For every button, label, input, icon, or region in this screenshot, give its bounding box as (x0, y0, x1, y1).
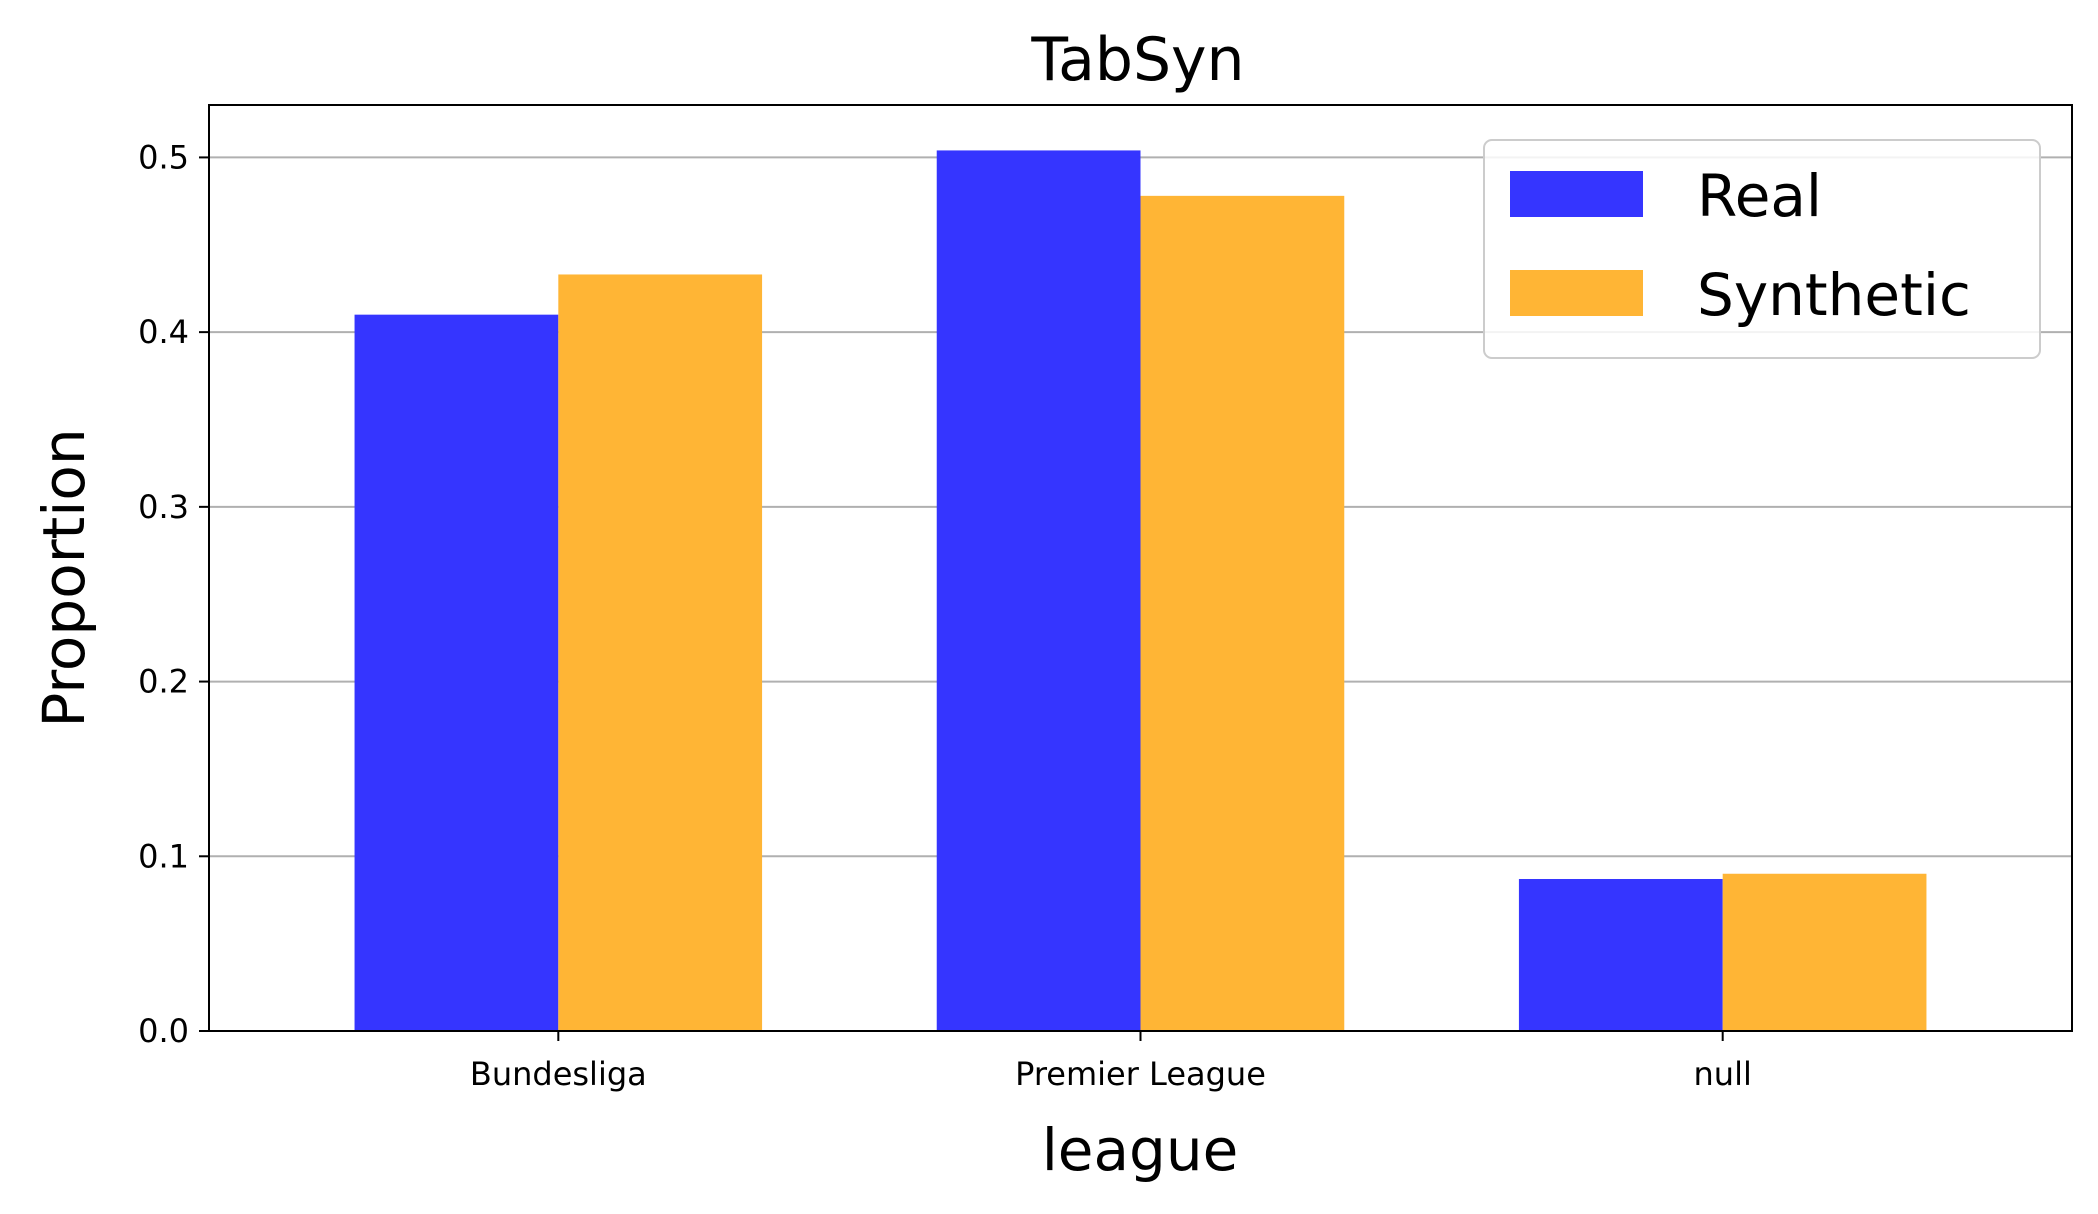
legend-swatch-real (1510, 171, 1643, 217)
y-tick-label: 0.2 (138, 663, 189, 701)
y-tick-label: 0.5 (138, 138, 189, 176)
x-axis: Bundesliga Premier League null (470, 1031, 1752, 1093)
x-tick-label: Premier League (1015, 1055, 1266, 1093)
legend-label-real: Real (1697, 162, 1822, 230)
x-tick-label: Bundesliga (470, 1055, 647, 1093)
x-tick-label: null (1694, 1055, 1752, 1093)
y-tick-label: 0.4 (138, 313, 189, 351)
y-axis: 0.0 0.1 0.2 0.3 0.4 0.5 (138, 138, 209, 1050)
y-tick-label: 0.3 (138, 488, 189, 526)
y-tick-label: 0.1 (138, 837, 189, 875)
plot-frame (208, 104, 2073, 1032)
bar-synthetic-3 (1722, 873, 1927, 1031)
legend-label-synthetic: Synthetic (1697, 261, 1971, 329)
chart-title: TabSyn (1030, 25, 1244, 95)
legend: Real Synthetic (1483, 139, 2041, 359)
y-tick-label: 0.0 (138, 1012, 189, 1050)
bar-synthetic-2 (1140, 195, 1345, 1031)
bar-synthetic-1 (558, 274, 763, 1031)
bar-real-3 (1518, 878, 1723, 1031)
bar-real-2 (936, 150, 1141, 1032)
y-axis-title: Proportion (30, 428, 98, 727)
bar-real-1 (354, 314, 559, 1031)
x-axis-title: league (1042, 1116, 1239, 1184)
legend-swatch-synthetic (1510, 270, 1643, 316)
bars (354, 150, 1927, 1032)
